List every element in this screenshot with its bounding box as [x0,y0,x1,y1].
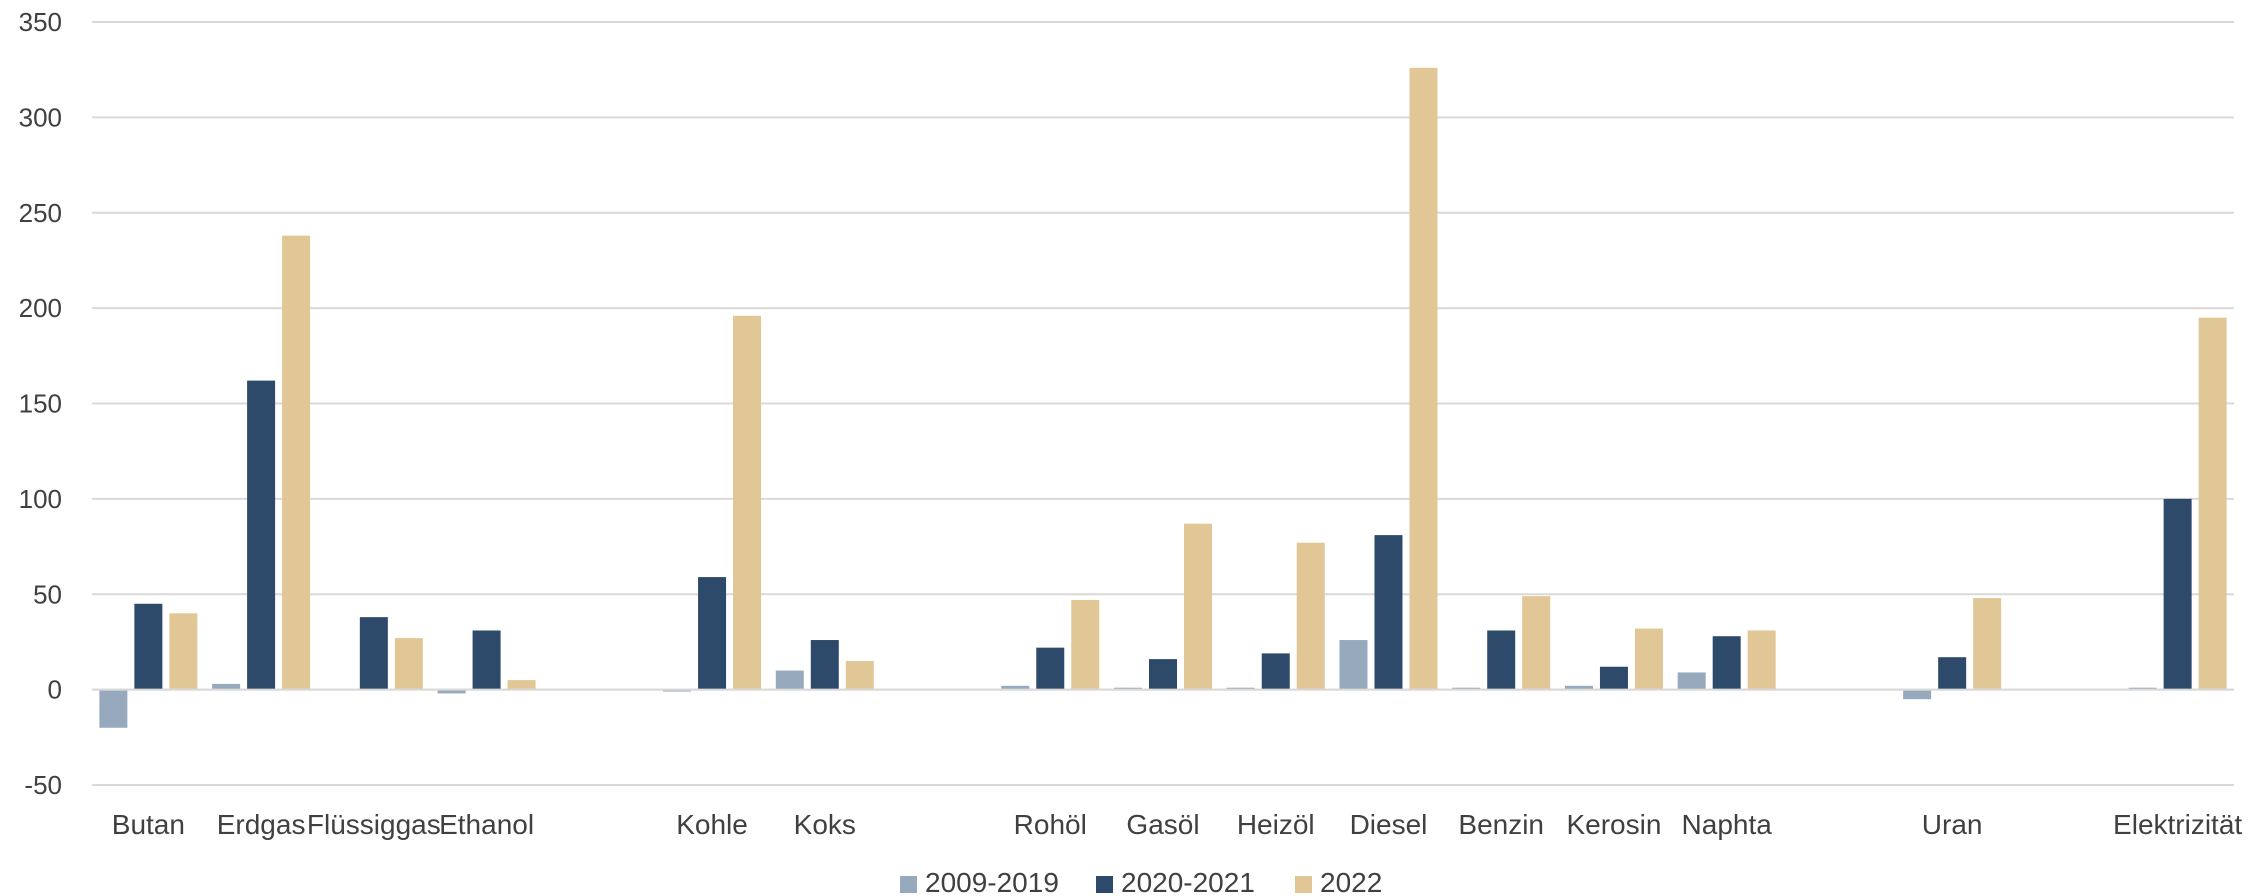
legend-swatch [1096,876,1113,893]
bar [2198,317,2227,690]
bar [1339,640,1368,690]
bar [472,630,501,690]
x-tick-label: Butan [112,809,185,840]
y-tick-label: 0 [48,675,62,705]
bar [845,661,874,690]
x-tick-label: Uran [1922,809,1983,840]
bar [99,689,128,728]
y-tick-label: 50 [33,579,62,609]
bar [359,617,388,690]
y-tick-label: 200 [19,293,62,323]
x-tick-label: Rohöl [1014,809,1087,840]
bar [2163,498,2192,690]
bars [92,67,2234,728]
bar [1001,685,1030,690]
bar [1296,542,1325,690]
y-tick-label: 300 [19,102,62,132]
legend-label: 2009-2019 [925,867,1059,896]
y-tick-label: 100 [19,484,62,514]
bar [1409,67,1438,690]
x-tick-label: Benzin [1458,809,1544,840]
bar [169,613,198,690]
bar [1184,523,1212,690]
legend-swatch [1295,876,1312,893]
x-tick-label: Elektrizität [2113,809,2242,840]
bar [1149,659,1177,690]
bar [775,670,804,690]
bar [1712,636,1741,690]
x-tick-label: Ethanol [439,809,534,840]
bar [810,640,839,690]
bar [1973,598,2002,690]
bar [1487,630,1516,690]
bar [134,603,163,690]
x-tick-label: Naphta [1682,809,1773,840]
bar [1903,689,1932,700]
bar [1747,630,1776,690]
bar [1599,666,1628,690]
bar [1071,599,1100,690]
bar [1374,535,1403,690]
legend-label: 2022 [1320,867,1382,896]
bar [394,638,423,690]
x-tick-label: Kohle [676,809,748,840]
bar [1677,672,1706,690]
bar [1938,657,1967,690]
x-tick-label: Erdgas [217,809,306,840]
bar [212,683,241,690]
bar [437,689,466,694]
bar [282,235,311,690]
y-tick-label: -50 [24,770,62,800]
y-tick-label: 250 [19,198,62,228]
bar [247,380,276,690]
y-axis-ticks: -50 0 50 100 150 200 250 300 350 [19,7,62,800]
bar [698,577,727,690]
bar [733,315,762,690]
legend-label: 2020-2021 [1121,867,1255,896]
bar [1564,685,1593,690]
x-tick-label: Gasöl [1126,809,1199,840]
y-tick-label: 350 [19,7,62,37]
bar [1522,596,1551,690]
x-tick-label: Kerosin [1566,809,1661,840]
bar [1634,628,1663,690]
bar [1261,653,1290,690]
x-tick-label: Heizöl [1237,809,1315,840]
x-tick-label: Flüssiggas [307,809,441,840]
legend: 2009-2019 2020-2021 2022 [900,867,1382,896]
x-tick-label: Diesel [1350,809,1428,840]
bar [1036,647,1065,690]
y-tick-label: 150 [19,389,62,419]
legend-swatch [900,876,917,893]
x-tick-label: Koks [794,809,856,840]
bar [507,680,536,690]
